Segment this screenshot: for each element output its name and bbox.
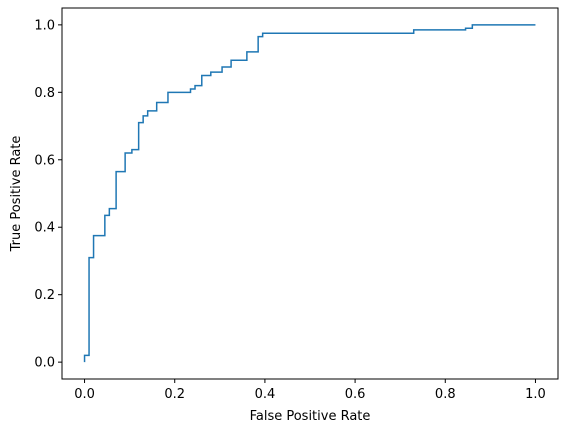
x-tick-label: 0.8 [435,387,456,402]
y-tick-label: 0.6 [34,153,55,168]
x-tick-label: 0.0 [74,387,95,402]
y-tick-label: 0.8 [34,86,55,101]
y-tick-label: 0.4 [34,221,55,236]
plot-area [83,24,536,363]
roc-curve-line [83,24,536,363]
x-tick-label: 0.4 [255,387,276,402]
y-axis-label: True Positive Rate [9,136,24,253]
x-tick-label: 0.6 [345,387,366,402]
x-tick-label: 0.2 [164,387,185,402]
x-axis-label: False Positive Rate [250,409,371,424]
y-tick-label: 1.0 [34,18,55,33]
axes-ticks: 0.0 0.2 0.4 0.6 0.8 1.0 0.0 0.2 0.4 0.6 0.8 1.0 [34,18,545,402]
y-tick-label: 0.0 [34,356,55,371]
y-tick-label: 0.2 [34,288,55,303]
axes-frame [61,7,559,380]
x-tick-label: 1.0 [525,387,546,402]
